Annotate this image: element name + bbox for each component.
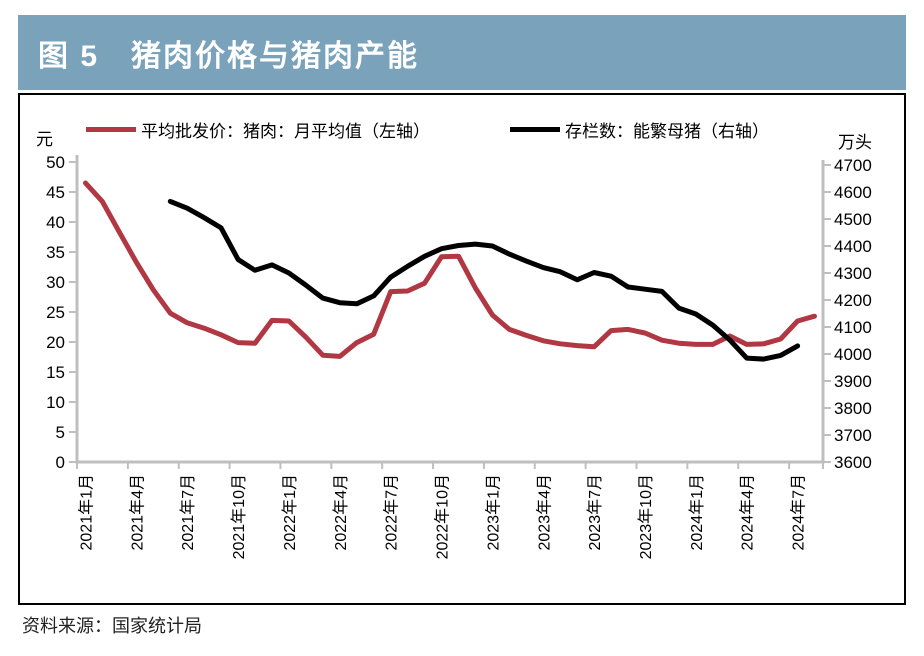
x-axis-tick-label: 2023年10月	[637, 474, 655, 559]
right-axis-tick-label: 3700	[834, 426, 872, 445]
x-axis-tick-label: 2022年7月	[383, 474, 401, 551]
left-axis-tick-label: 20	[46, 333, 65, 352]
left-axis-tick-label: 5	[56, 423, 65, 442]
x-axis-tick-label: 2023年7月	[586, 474, 604, 551]
series-line-pork-price	[83, 180, 817, 359]
x-axis-tick-label: 2021年4月	[128, 474, 146, 551]
x-axis-tick-label: 2022年1月	[281, 474, 299, 551]
right-axis-tick-label: 4200	[834, 291, 872, 310]
series-line-sow-inventory	[167, 198, 801, 362]
x-axis-tick-label: 2024年7月	[790, 474, 808, 551]
x-axis-tick-label: 2023年1月	[484, 474, 502, 551]
right-axis-tick-label: 4000	[834, 345, 872, 364]
left-axis-tick-label: 40	[46, 213, 65, 232]
right-axis-tick-label: 3800	[834, 399, 872, 418]
right-axis-tick-label: 3900	[834, 372, 872, 391]
left-axis-unit-label: 元	[36, 130, 53, 149]
x-axis-tick-label: 2021年1月	[77, 474, 95, 551]
left-axis-tick-label: 25	[46, 303, 65, 322]
right-axis-tick-label: 4100	[834, 318, 872, 337]
right-axis-tick-label: 4500	[834, 210, 872, 229]
right-axis-tick-label: 4400	[834, 237, 872, 256]
left-axis-tick-label: 10	[46, 393, 65, 412]
right-axis-tick-label: 4300	[834, 264, 872, 283]
figure-header-bar: 图 5 猪肉价格与猪肉产能	[18, 15, 906, 90]
left-axis-tick-label: 15	[46, 363, 65, 382]
legend-swatch	[86, 126, 136, 132]
legend-entry: 存栏数：能繁母猪（右轴）	[510, 119, 769, 141]
left-axis-tick-label: 50	[46, 153, 65, 172]
source-note: 资料来源：国家统计局	[22, 616, 202, 636]
x-axis-tick-label: 2023年4月	[535, 474, 553, 551]
legend-label: 平均批发价：猪肉：月平均值（左轴）	[141, 121, 430, 141]
figure-title: 图 5 猪肉价格与猪肉产能	[38, 39, 420, 73]
x-axis-tick-label: 2022年4月	[332, 474, 350, 551]
legend-entry: 平均批发价：猪肉：月平均值（左轴）	[86, 119, 430, 141]
left-axis-tick-label: 0	[56, 453, 65, 472]
x-axis-tick-label: 2024年4月	[739, 474, 757, 551]
x-axis-tick-label: 2024年1月	[688, 474, 706, 551]
left-axis-tick-label: 30	[46, 273, 65, 292]
x-axis-tick-label: 2021年10月	[230, 474, 248, 559]
legend-label: 存栏数：能繁母猪（右轴）	[565, 121, 769, 141]
right-axis-tick-label: 4600	[834, 183, 872, 202]
right-axis-tick-label: 4700	[834, 156, 872, 175]
right-axis-tick-label: 3600	[834, 453, 872, 472]
chart-panel: 元 万头 平均批发价：猪肉：月平均值（左轴） 存栏数：能繁母猪（右轴） 0 5 10 1…	[18, 93, 906, 605]
left-axis-tick-label: 35	[46, 243, 65, 262]
line-chart: 0 5 10 15 20 25 30 35 40 45 50 3600 3700 3800 3900 4000…	[46, 153, 872, 559]
right-axis-unit-label: 万头	[838, 133, 872, 152]
x-axis-tick-label: 2021年7月	[179, 474, 197, 551]
legend-swatch	[510, 126, 560, 132]
x-axis-tick-label: 2022年10月	[434, 474, 452, 559]
left-axis-tick-label: 45	[46, 183, 65, 202]
